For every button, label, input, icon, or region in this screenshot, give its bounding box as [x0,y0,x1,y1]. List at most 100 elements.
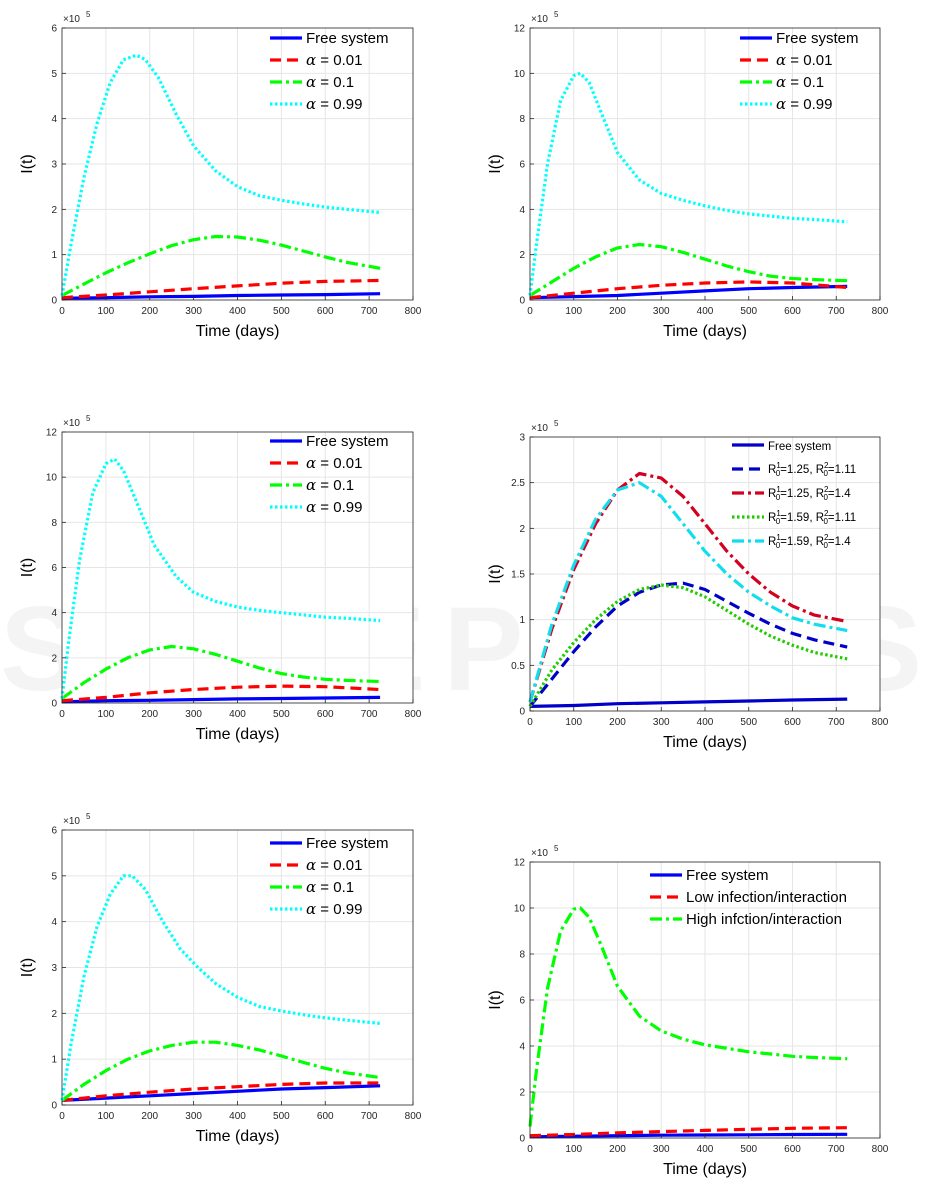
legend-label-4: R1 0=1.59, R2 0=1.11 [768,509,856,526]
x-tick-label: 200 [141,709,158,720]
x-tick-label: 500 [273,709,290,720]
series-line-1 [529,1132,848,1139]
y-axis-label: I(t) [487,564,504,584]
chart-panel-3: 0 100 200 300 400 500 600 700 800 0 2 4 6 8 10 12 ×10 5 Ti… [19,414,422,743]
y-tick-label: 8 [519,114,525,125]
y-tick-label: 2 [519,524,525,535]
x-tick-label: 500 [273,1111,290,1122]
x-tick-label: 700 [361,306,378,317]
y-tick-label: 10 [46,473,58,484]
y-tick-label: 6 [51,826,57,837]
y-tick-label: 6 [51,24,57,35]
y-exponent-label: ×10 [531,14,548,25]
x-tick-label: 400 [229,709,246,720]
x-tick-label: 300 [653,1144,670,1155]
legend-label-1: Free system [768,441,831,453]
x-tick-label: 200 [609,306,626,317]
y-tick-label: 2 [519,250,525,261]
chart-panel-2: 0 100 200 300 400 500 600 700 800 0 2 4 6 8 10 12 ×10 5 Ti… [487,10,889,340]
series-line-1 [529,697,848,708]
y-exponent-power: 5 [86,10,91,19]
x-tick-label: 500 [740,306,757,317]
y-tick-label: 5 [51,871,57,882]
y-axis-label: I(t) [487,990,504,1010]
legend-label-2: α = 0.01 [776,51,832,69]
series-line-3 [528,906,848,1127]
y-tick-label: 2 [51,205,57,216]
x-tick-label: 100 [565,306,582,317]
x-tick-label: 700 [828,717,845,728]
y-axis-label: I(t) [19,154,36,174]
x-tick-label: 600 [317,709,334,720]
y-tick-label: 4 [51,917,57,928]
chart-panel-6: 0 100 200 300 400 500 600 700 800 0 2 4 6 8 10 12 ×10 5 Ti… [487,844,889,1178]
x-tick-label: 300 [185,1111,202,1122]
x-tick-label: 800 [872,717,889,728]
legend: Free system R1 0=1.25, R2 0=1.11 R1 0=1.25, R… [732,441,856,550]
series-line-2 [529,1126,848,1138]
y-tick-label: 1 [519,615,525,626]
y-tick-label: 2 [51,1009,57,1020]
y-tick-label: 0 [51,1101,57,1112]
x-tick-label: 500 [273,306,290,317]
legend-label-2: Low infection/interaction [686,889,847,906]
x-tick-label: 600 [784,717,801,728]
x-tick-label: 300 [653,717,670,728]
x-tick-label: 600 [784,1144,801,1155]
y-tick-label: 0.5 [511,661,525,672]
legend-label-1: Free system [306,433,389,450]
x-tick-label: 100 [98,306,115,317]
series-line-4 [528,583,848,708]
y-axis-label: I(t) [19,958,36,978]
x-tick-label: 400 [697,717,714,728]
x-axis-label: Time (days) [663,734,747,751]
y-tick-label: 0 [519,707,525,718]
series-line-4 [60,874,381,1101]
x-tick-label: 800 [405,1111,422,1122]
x-axis-label: Time (days) [196,726,280,743]
series-line-3 [528,471,848,703]
y-tick-label: 12 [514,858,526,869]
x-tick-label: 0 [59,306,65,317]
series-line-1 [61,1084,381,1102]
series-line-1 [529,284,848,300]
chart-panel-5: 0 100 200 300 400 500 600 700 800 0 1 2 3 4 5 6 ×10 5 Time… [19,812,422,1145]
series-line-5 [528,481,848,703]
legend-label-4: α = 0.99 [776,95,832,113]
y-tick-label: 2.5 [511,478,525,489]
legend-label-3: High infction/interaction [686,911,842,928]
series-line-2 [529,280,848,300]
x-tick-label: 400 [229,306,246,317]
legend-label-3: α = 0.1 [776,73,824,91]
legend-label-3: R1 0=1.25, R2 0=1.4 [768,485,851,502]
y-tick-label: 10 [514,69,526,80]
y-axis-label: I(t) [19,558,36,578]
legend-label-5: R1 0=1.59, R2 0=1.4 [768,533,851,550]
x-tick-label: 700 [828,306,845,317]
y-tick-label: 0 [519,296,525,307]
x-tick-label: 400 [697,1144,714,1155]
x-tick-label: 0 [59,1111,65,1122]
legend-label-4: α = 0.99 [306,95,362,113]
legend-label-1: Free system [776,30,859,47]
y-tick-label: 12 [46,428,58,439]
chart-panel-4: 0 100 200 300 400 500 600 700 800 0 0.5 1 1.5 2 2.5 3 ×1… [487,419,889,751]
x-tick-label: 700 [361,1111,378,1122]
legend: Free system α = 0.01 α = 0.1 α = 0.99 [740,30,859,113]
legend-label-3: α = 0.1 [306,476,354,494]
y-tick-label: 4 [51,114,57,125]
legend: Free system α = 0.01 α = 0.1 α = 0.99 [270,835,389,918]
x-tick-label: 0 [59,709,65,720]
series-line-1 [61,292,381,300]
y-exponent-power: 5 [554,10,559,19]
y-tick-label: 0 [519,1134,525,1145]
y-axis-label: I(t) [487,154,504,174]
x-axis-label: Time (days) [663,323,747,340]
x-tick-label: 600 [784,306,801,317]
y-tick-label: 12 [514,24,526,35]
series-line-2 [61,684,381,703]
x-tick-label: 200 [141,1111,158,1122]
series-line-2 [61,1081,381,1102]
x-axis-label: Time (days) [196,1128,280,1145]
